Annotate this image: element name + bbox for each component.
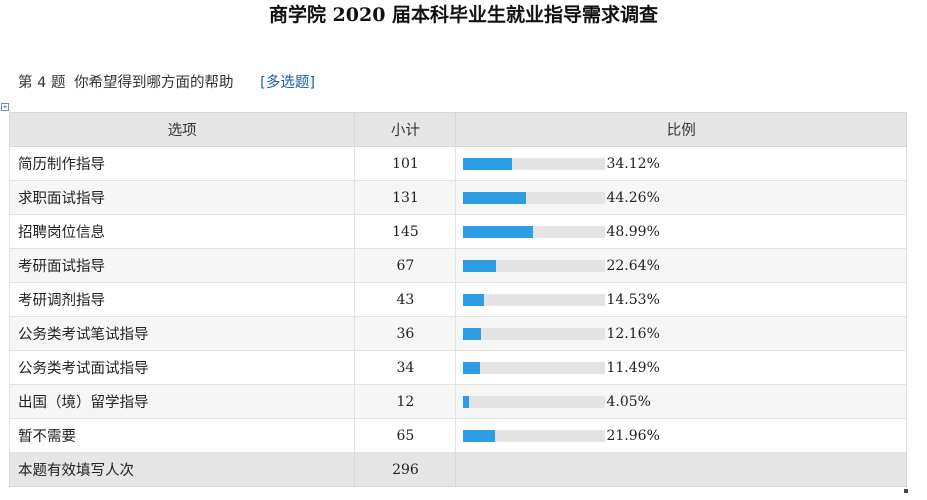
header-ratio: 比例 — [455, 112, 907, 147]
question-type-label: [多选题] — [260, 75, 315, 91]
table-row: 公务类考试面试指导 34 11.49% — [8, 350, 907, 385]
option-count: 145 — [354, 214, 457, 249]
option-ratio-cell: 14.53% — [455, 282, 907, 317]
ratio-percent-label: 48.99% — [606, 223, 660, 240]
option-label: 求职面试指导 — [8, 180, 356, 215]
option-ratio-cell: 44.26% — [455, 180, 907, 215]
page-title: 商学院 2020 届本科毕业生就业指导需求调查 — [268, 4, 659, 26]
option-ratio-cell: 34.12% — [455, 146, 907, 181]
option-label: 公务类考试面试指导 — [8, 350, 356, 385]
ratio-bar-track — [463, 327, 606, 340]
option-ratio-cell: 22.64% — [455, 248, 907, 283]
ratio-percent-label: 14.53% — [606, 291, 660, 308]
ratio-bar-track — [463, 395, 606, 408]
option-count: 36 — [354, 316, 457, 351]
ratio-bar-track — [463, 225, 606, 238]
table-row: 求职面试指导 131 44.26% — [8, 180, 907, 215]
ratio-bar-fill — [463, 395, 470, 408]
ratio-bar-track — [463, 191, 606, 204]
table-row: 招聘岗位信息 145 48.99% — [8, 214, 907, 249]
ratio-bar-track — [463, 429, 606, 442]
table-row: 公务类考试笔试指导 36 12.16% — [8, 316, 907, 351]
ratio-percent-label: 4.05% — [606, 393, 651, 410]
footer-label: 本题有效填写人次 — [8, 452, 356, 487]
table-row: 考研调剂指导 43 14.53% — [8, 282, 907, 317]
ratio-bar-track — [463, 361, 606, 374]
option-label: 公务类考试笔试指导 — [8, 316, 356, 351]
ratio-percent-label: 12.16% — [606, 325, 660, 342]
table-row: 暂不需要 65 21.96% — [8, 418, 907, 453]
option-label: 考研调剂指导 — [8, 282, 356, 317]
option-label: 简历制作指导 — [8, 146, 356, 181]
results-table: 选项 小计 比例 简历制作指导 101 34.12% 求职面试指导 131 44.26% 招… — [8, 112, 907, 487]
ratio-bar-track — [463, 259, 606, 272]
ratio-bar-fill — [463, 361, 480, 374]
table-row: 考研面试指导 67 22.64% — [8, 248, 907, 283]
expand-toggle-icon[interactable]: + — [1, 103, 9, 111]
option-count: 67 — [354, 248, 457, 283]
ratio-percent-label: 11.49% — [606, 359, 660, 376]
question-header: 第 4 题 你希望得到哪方面的帮助 [多选题] — [18, 72, 315, 94]
table-header-row: 选项 小计 比例 — [8, 112, 907, 147]
table-row: 出国（境）留学指导 12 4.05% — [8, 384, 907, 419]
ratio-bar-fill — [463, 327, 481, 340]
ratio-percent-label: 22.64% — [606, 257, 660, 274]
ratio-percent-label: 34.12% — [606, 155, 660, 172]
table-row: 简历制作指导 101 34.12% — [8, 146, 907, 181]
option-label: 暂不需要 — [8, 418, 356, 453]
ratio-bar-fill — [463, 259, 496, 272]
option-count: 34 — [354, 350, 457, 385]
option-count: 131 — [354, 180, 457, 215]
resize-handle-icon[interactable] — [904, 489, 908, 493]
header-option: 选项 — [8, 112, 356, 147]
question-text: 你希望得到哪方面的帮助 — [74, 75, 234, 91]
ratio-bar-fill — [463, 157, 512, 170]
option-count: 101 — [354, 146, 457, 181]
question-number: 第 4 题 — [18, 75, 66, 91]
option-label: 考研面试指导 — [8, 248, 356, 283]
ratio-percent-label: 44.26% — [606, 189, 660, 206]
option-count: 65 — [354, 418, 457, 453]
option-ratio-cell: 48.99% — [455, 214, 907, 249]
option-ratio-cell: 4.05% — [455, 384, 907, 419]
ratio-bar-fill — [463, 429, 495, 442]
option-label: 出国（境）留学指导 — [8, 384, 356, 419]
table-footer-row: 本题有效填写人次 296 — [8, 452, 907, 487]
option-count: 12 — [354, 384, 457, 419]
ratio-bar-fill — [463, 191, 527, 204]
ratio-bar-track — [463, 293, 606, 306]
option-ratio-cell: 21.96% — [455, 418, 907, 453]
option-count: 43 — [354, 282, 457, 317]
footer-empty-cell — [455, 452, 907, 487]
ratio-percent-label: 21.96% — [606, 427, 660, 444]
ratio-bar-track — [463, 157, 606, 170]
table-body: 简历制作指导 101 34.12% 求职面试指导 131 44.26% 招聘岗位信息 145 4… — [8, 146, 907, 453]
option-ratio-cell: 11.49% — [455, 350, 907, 385]
option-label: 招聘岗位信息 — [8, 214, 356, 249]
footer-count: 296 — [354, 452, 457, 487]
header-count: 小计 — [354, 112, 457, 147]
ratio-bar-fill — [463, 225, 534, 238]
ratio-bar-fill — [463, 293, 485, 306]
option-ratio-cell: 12.16% — [455, 316, 907, 351]
